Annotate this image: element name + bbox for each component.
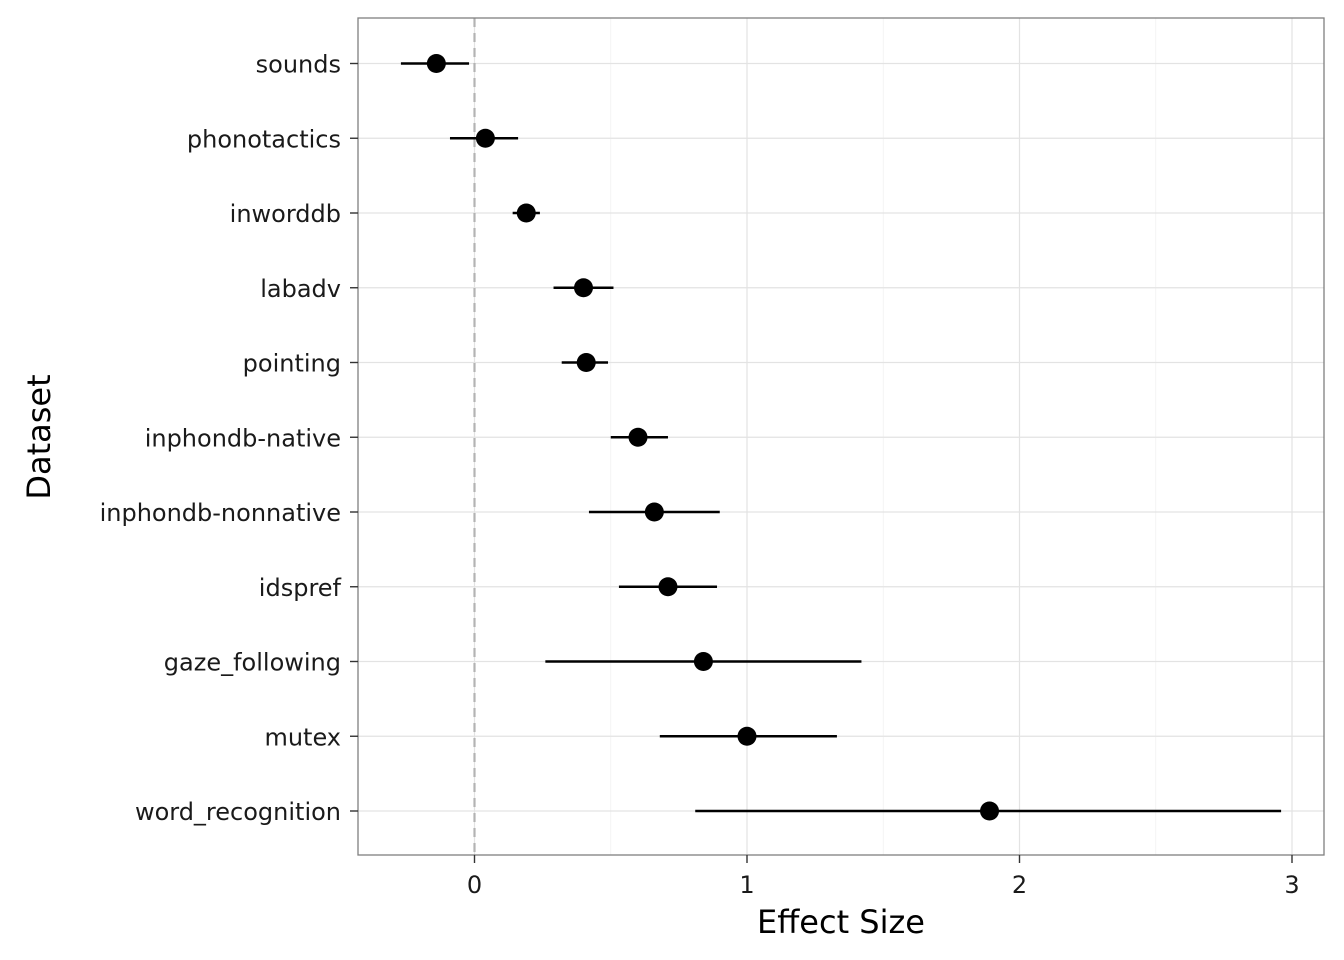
point-estimate-sounds — [426, 54, 446, 73]
y-tick-label: phonotactics — [187, 125, 341, 153]
x-axis-title: Effect Size — [757, 903, 925, 941]
data-marks — [400, 54, 1282, 821]
point-estimate-mutex — [737, 726, 757, 746]
point-estimate-gaze_following — [693, 652, 713, 671]
x-axis: 0 1 2 3 — [467, 855, 1300, 899]
point-estimate-inphondb-nonnative — [644, 502, 664, 522]
y-tick-label: mutex — [264, 723, 341, 751]
y-tick-label: inphondb-nonnative — [100, 499, 341, 527]
point-estimate-phonotactics — [475, 128, 495, 148]
y-tick-label: pointing — [243, 350, 341, 378]
y-tick-label: inphondb-native — [145, 424, 341, 452]
x-tick-label: 1 — [739, 871, 754, 899]
x-tick-label: 0 — [467, 871, 482, 899]
y-tick-label: inworddb — [230, 200, 341, 228]
x-tick-label: 2 — [1012, 871, 1027, 899]
y-tick-label: sounds — [256, 51, 341, 79]
point-estimate-labadv — [574, 278, 593, 298]
y-axis-title: Dataset — [20, 374, 58, 499]
point-estimate-pointing — [576, 353, 596, 372]
y-tick-label: labadv — [260, 275, 341, 303]
y-tick-label: idspref — [259, 574, 342, 602]
point-estimate-inworddb — [516, 203, 536, 223]
point-estimate-inphondb-native — [628, 427, 648, 447]
plot-panel-background — [358, 18, 1324, 855]
point-estimate-word_recognition — [980, 801, 1000, 821]
point-estimate-idspref — [658, 577, 678, 597]
y-axis: sounds phonotactics inworddb labadv pointing… — [100, 51, 358, 826]
plot-panel-border — [357, 17, 1325, 856]
x-tick-label: 3 — [1284, 871, 1299, 899]
y-tick-label: gaze_following — [164, 649, 341, 677]
y-tick-label: word_recognition — [135, 798, 341, 826]
